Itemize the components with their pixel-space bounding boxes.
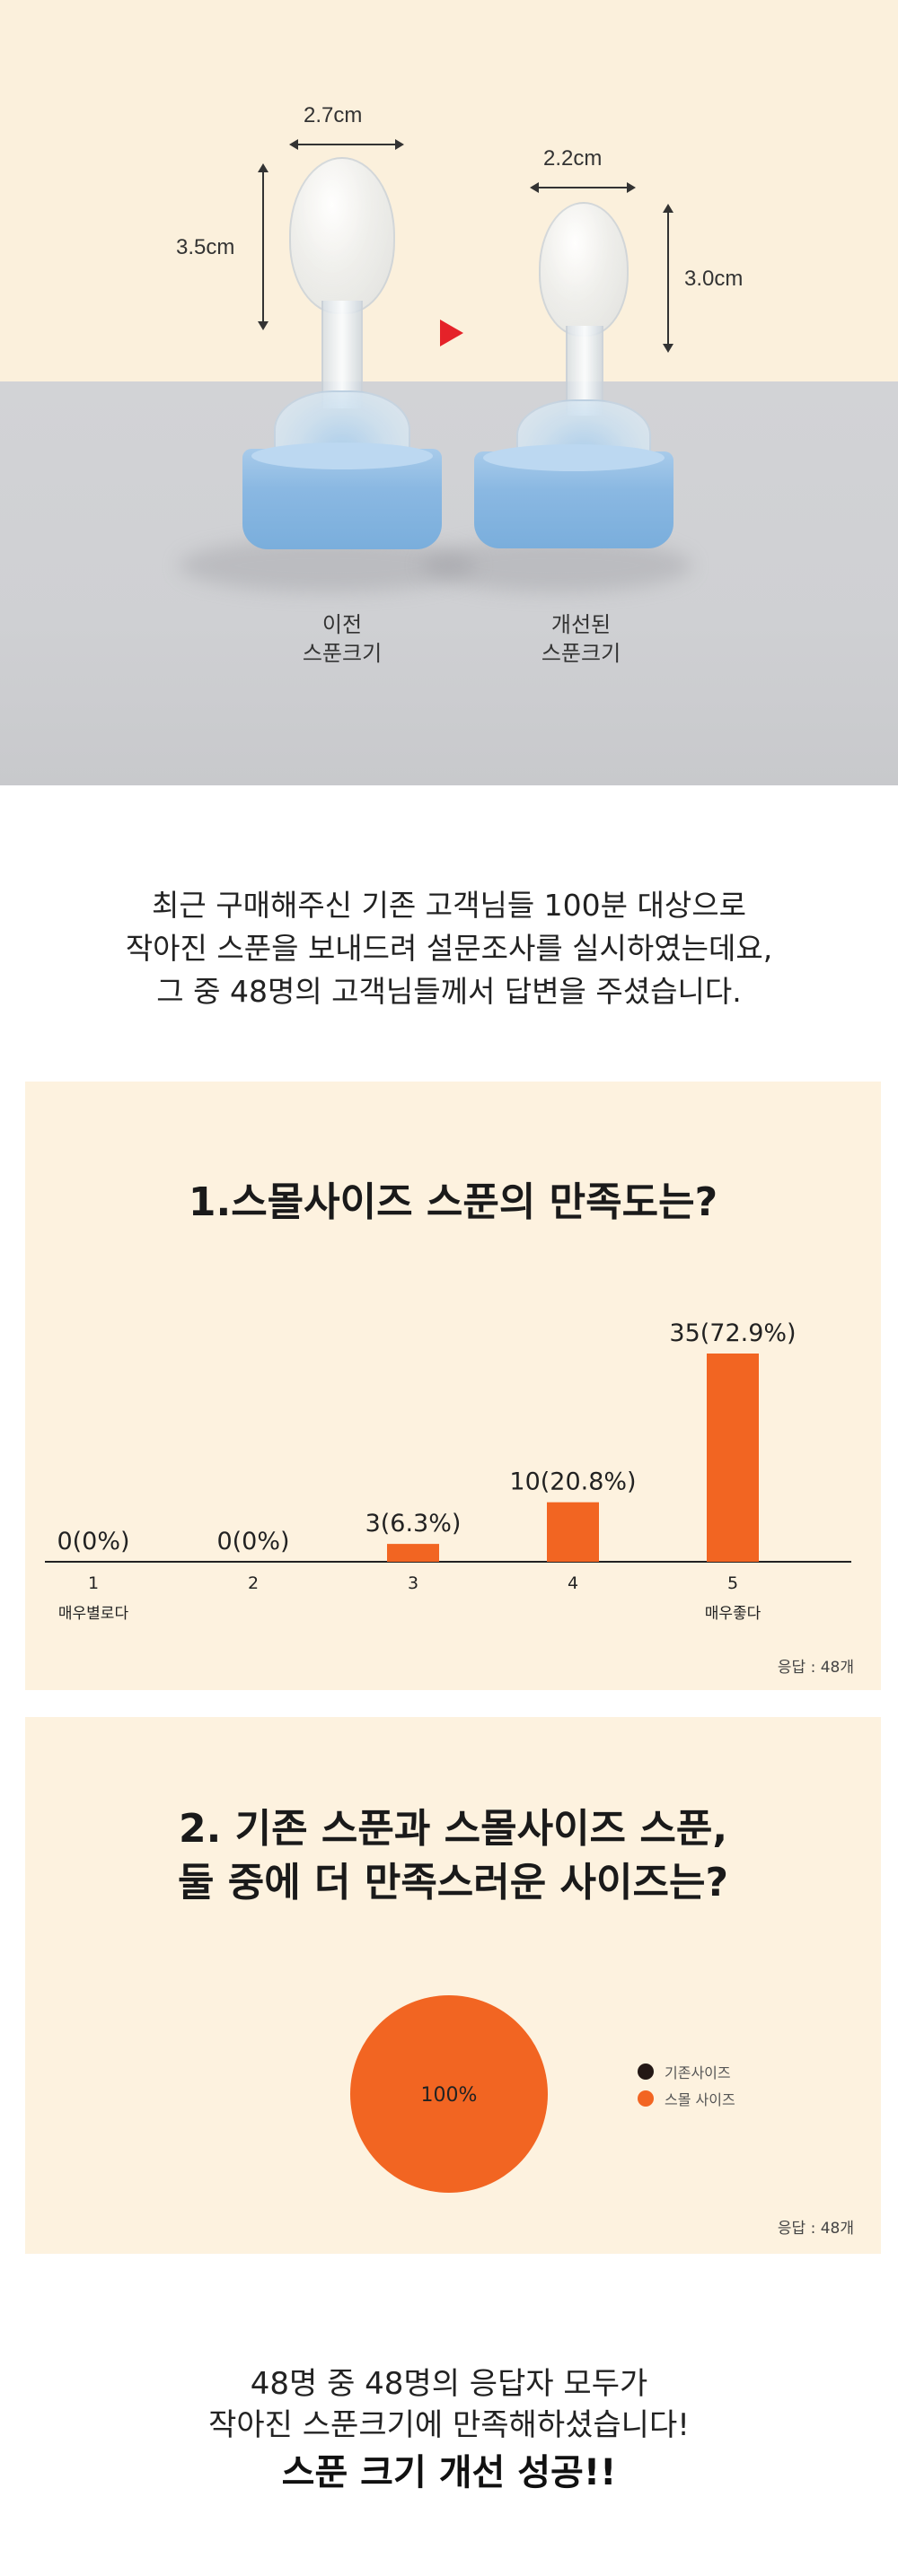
bar-data-label: 10(20.8%)	[509, 1468, 636, 1496]
conclusion-line: 작아진 스푼크기에 만족해하셨습니다!	[208, 2407, 690, 2443]
scale-min-label: 매우별로다	[58, 1605, 129, 1623]
preference-chart-panel: 2. 기존 스푼과 스몰사이즈 스푼, 둘 중에 더 만족스러운 사이즈는? 1…	[25, 1717, 881, 2254]
width-dimension-line	[537, 187, 629, 188]
previous-spoon-image	[242, 157, 449, 552]
survey-intro: 최근 구매해주신 기존 고객님들 100분 대상으로 작아진 스푼을 보내드려 …	[0, 884, 898, 1013]
bar	[707, 1354, 759, 1562]
legend-dot	[638, 2063, 654, 2080]
arrow-right-icon	[627, 182, 636, 193]
legend-dot	[638, 2090, 654, 2107]
survey-conclusion: 48명 중 48명의 응답자 모두가 작아진 스푼크기에 만족해하셨습니다! 스…	[0, 2363, 898, 2500]
height-dimension-line	[262, 171, 264, 323]
legend-label: 스몰 사이즈	[665, 2091, 735, 2108]
conclusion-line: 48명 중 48명의 응답자 모두가	[250, 2366, 648, 2402]
previous-height-label: 3.5cm	[176, 235, 235, 259]
product-photo: 2.7cm 3.5cm 2.2cm 3.0cm 이전 스푼크기 개선된 스푼크기	[0, 0, 898, 785]
response-count: 응답 : 48개	[777, 1659, 854, 1677]
arrow-left-icon	[289, 139, 298, 150]
intro-line: 그 중 48명의 고객님들께서 답변을 주셨습니다.	[156, 974, 742, 1009]
chart-title: 1.스몰사이즈 스푼의 만족도는?	[188, 1179, 718, 1225]
arrow-right-icon	[395, 139, 404, 150]
improved-height-label: 3.0cm	[684, 267, 744, 291]
pie-slice	[350, 1995, 548, 2193]
chart-legend: 기존사이즈 스몰 사이즈	[638, 2058, 735, 2112]
height-dimension-line	[667, 211, 669, 346]
x-tick-label: 5	[727, 1573, 738, 1593]
legend-item: 스몰 사이즈	[638, 2085, 735, 2112]
play-arrow-icon	[440, 320, 463, 346]
x-tick-label: 4	[568, 1573, 578, 1593]
improved-spoon-caption: 개선된 스푼크기	[541, 612, 621, 666]
x-tick-label: 3	[408, 1573, 418, 1593]
legend-label: 기존사이즈	[665, 2064, 731, 2081]
bar	[547, 1502, 599, 1562]
previous-width-label: 2.7cm	[304, 103, 363, 127]
satisfaction-bar-chart: 0(0%) 1 0(0%) 2 3(6.3%) 3 10(20.8%) 4 35(72.9%) 5…	[45, 1319, 851, 1623]
arrow-up-icon	[663, 204, 674, 213]
pie-slice-label: 100%	[421, 2084, 478, 2107]
improved-width-label: 2.2cm	[543, 146, 603, 171]
bar-data-label: 0(0%)	[216, 1528, 289, 1555]
width-dimension-line	[296, 144, 397, 145]
bar	[387, 1544, 439, 1562]
chart-title: 2. 기존 스푼과 스몰사이즈 스푼, 둘 중에 더 만족스러운 사이즈는?	[177, 1806, 729, 1906]
arrow-left-icon	[530, 182, 539, 193]
legend-item: 기존사이즈	[638, 2058, 735, 2085]
preference-pie-chart: 100%	[350, 1995, 548, 2193]
bar-data-label: 3(6.3%)	[365, 1510, 462, 1538]
arrow-up-icon	[258, 163, 269, 172]
response-count: 응답 : 48개	[777, 2220, 854, 2238]
table-surface	[0, 381, 898, 785]
bar-data-label: 35(72.9%)	[669, 1319, 796, 1347]
satisfaction-chart-panel: 1.스몰사이즈 스푼의 만족도는? 0(0%) 1 0(0%) 2 3(6.3%) 3 10…	[25, 1082, 881, 1690]
arrow-down-icon	[258, 321, 269, 330]
previous-spoon-caption: 이전 스푼크기	[302, 612, 383, 666]
improved-spoon-image	[471, 202, 678, 552]
intro-line: 최근 구매해주신 기존 고객님들 100분 대상으로	[152, 888, 746, 923]
x-tick-label: 2	[248, 1573, 259, 1593]
bar-data-label: 0(0%)	[57, 1528, 129, 1555]
intro-line: 작아진 스푼을 보내드려 설문조사를 실시하였는데요,	[125, 931, 773, 966]
arrow-down-icon	[663, 344, 674, 353]
conclusion-headline: 스푼 크기 개선 성공!!	[281, 2452, 617, 2493]
scale-max-label: 매우좋다	[705, 1605, 762, 1623]
x-tick-label: 1	[88, 1573, 99, 1593]
